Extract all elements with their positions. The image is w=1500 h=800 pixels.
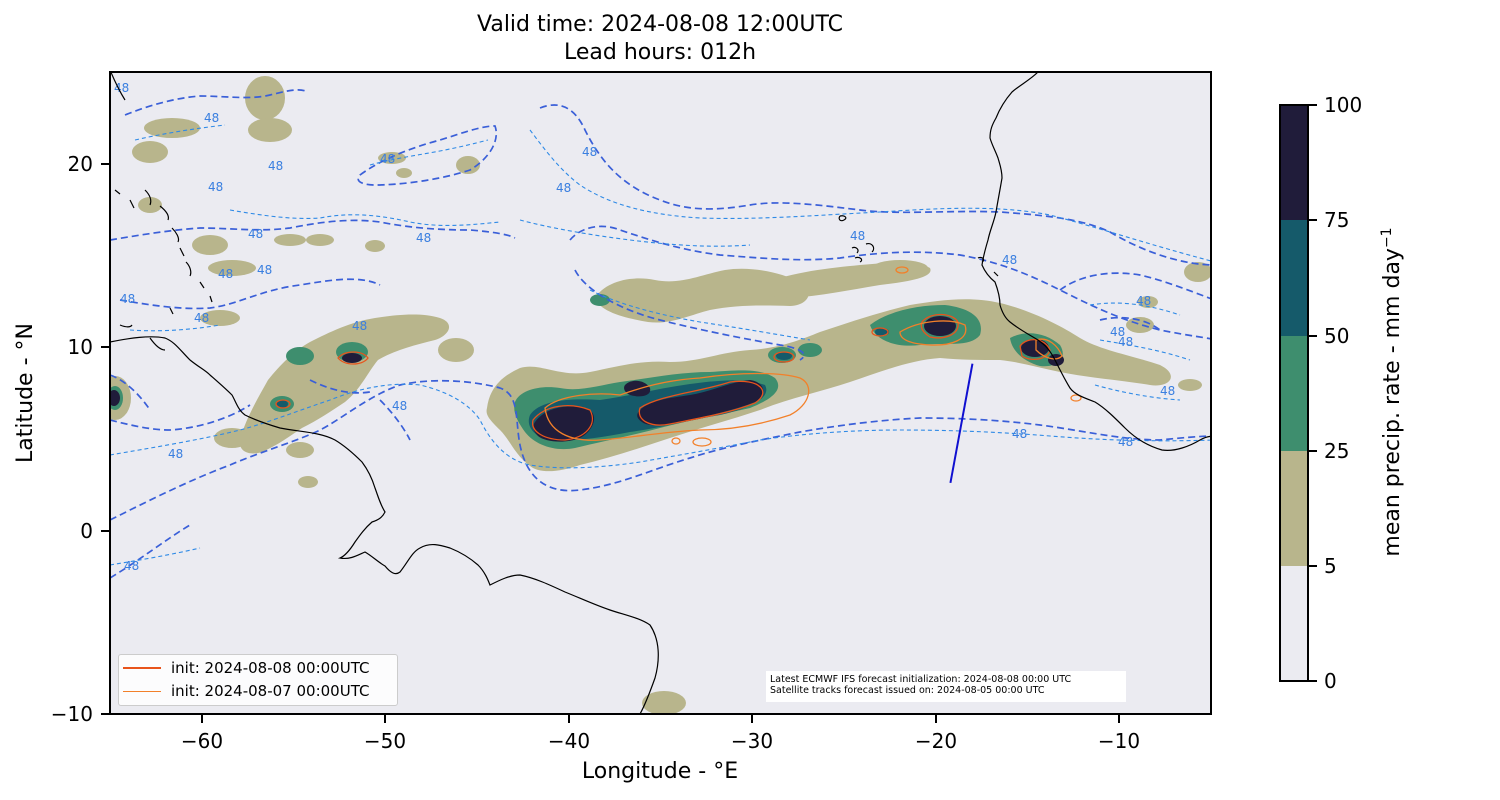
contour-label: 48 <box>1136 294 1151 308</box>
contour-label: 48 <box>114 81 129 95</box>
contour-label: 48 <box>208 180 223 194</box>
map-frame <box>109 71 1212 715</box>
contour-label: 48 <box>850 229 865 243</box>
colorbar-tick-label: 100 <box>1324 93 1362 117</box>
contour-label: 48 <box>120 292 135 306</box>
map-plot-area: 48 48 48 48 48 48 48 48 48 48 48 48 48 4… <box>110 72 1211 714</box>
title-valid-time: Valid time: 2024-08-08 12:00UTC <box>477 12 843 37</box>
colorbar-segment <box>1280 220 1308 336</box>
title-lead-hours: Lead hours: 012h <box>563 40 757 65</box>
x-tick-label: −50 <box>364 729 406 753</box>
colorbar-tick-label: 50 <box>1324 324 1349 348</box>
contour-label: 48 <box>392 399 407 413</box>
forecast-info-box: Latest ECMWF IFS forecast initialization… <box>766 671 1126 702</box>
precip-heavy-areas <box>110 316 1064 442</box>
contour-label: 48 <box>352 319 367 333</box>
y-tick-label: 10 <box>68 335 93 359</box>
contour-label: 48 <box>1012 427 1027 441</box>
colorbar-segment <box>1280 566 1308 681</box>
contour-label: 48 <box>416 231 431 245</box>
colorbar-frame <box>1279 104 1309 682</box>
colorbar-label: mean precip. rate - mm day−1 <box>1378 227 1406 557</box>
x-axis-label: Longitude - °E <box>582 759 738 784</box>
orange-forecast-contours <box>275 266 1082 447</box>
x-tick-label: −10 <box>1098 729 1140 753</box>
contour-label: 48 <box>204 111 219 125</box>
contour-label: 48 <box>168 447 183 461</box>
colorbar-segment <box>1280 336 1308 451</box>
contour-label: 48 <box>380 152 395 166</box>
contour-label: 48 <box>218 267 233 281</box>
x-tick-label: −20 <box>915 729 957 753</box>
coast-south-america <box>110 336 659 714</box>
contour-label: 48 <box>1118 435 1133 449</box>
contour-label: 48 <box>194 311 209 325</box>
x-tick-label: −30 <box>731 729 773 753</box>
blue-dashed-contours <box>110 89 1211 579</box>
x-tick-label: −60 <box>181 729 223 753</box>
coast-africa <box>981 72 1211 451</box>
contour-label: 48 <box>582 145 597 159</box>
y-tick-label: −10 <box>51 702 93 726</box>
precip-west-band <box>239 314 450 454</box>
colorbar-tick-label: 75 <box>1324 208 1349 232</box>
legend-swatch <box>123 667 161 669</box>
contour-label: 48 <box>1110 325 1125 339</box>
legend-entry: init: 2024-08-07 00:00UTC <box>123 680 369 702</box>
contour-labels: 48 48 48 48 48 48 48 48 48 48 48 48 48 4… <box>114 81 1175 573</box>
y-tick-label: 20 <box>68 152 93 176</box>
y-axis-ticks: 20 10 0 −10 <box>51 152 110 726</box>
contour-label: 48 <box>124 559 139 573</box>
blue-thin-contours <box>110 124 1211 566</box>
y-axis-label: Latitude - °N <box>13 323 38 463</box>
legend-swatch <box>123 690 161 692</box>
satellite-track-note: Satellite tracks forecast issued on: 202… <box>770 685 1045 696</box>
colorbar-segment <box>1280 451 1308 566</box>
precip-north-blob <box>595 268 809 323</box>
x-axis-ticks: −60 −50 −40 −30 −20 −10 <box>181 714 1140 753</box>
colorbar-tick-label: 25 <box>1324 439 1349 463</box>
colorbar-segment <box>1280 105 1308 220</box>
contour-label: 48 <box>248 227 263 241</box>
contour-label: 48 <box>257 263 272 277</box>
legend: init: 2024-08-08 00:00UTC init: 2024-08-… <box>118 654 398 706</box>
legend-entry: init: 2024-08-08 00:00UTC <box>123 657 369 679</box>
forecast-init-note: Latest ECMWF IFS forecast initialization… <box>770 674 1072 685</box>
contour-label: 48 <box>1160 384 1175 398</box>
contour-label: 48 <box>1118 335 1133 349</box>
legend-label: init: 2024-08-08 00:00UTC <box>171 659 370 677</box>
satellite-track-line <box>949 363 974 484</box>
x-tick-label: −40 <box>548 729 590 753</box>
contour-label: 48 <box>1002 253 1017 267</box>
colorbar: 0 5 25 50 75 100 <box>1279 93 1362 693</box>
legend-label: init: 2024-08-07 00:00UTC <box>171 682 370 700</box>
colorbar-tick-label: 5 <box>1324 554 1337 578</box>
coastlines <box>110 72 1211 714</box>
contour-label: 48 <box>268 159 283 173</box>
colorbar-tick-label: 0 <box>1324 669 1337 693</box>
y-tick-label: 0 <box>80 519 93 543</box>
contour-label: 48 <box>556 181 571 195</box>
